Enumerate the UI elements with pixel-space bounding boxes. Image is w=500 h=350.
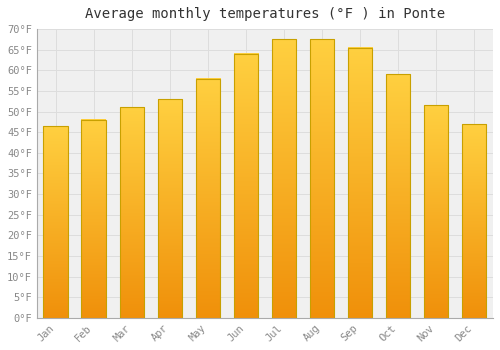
Bar <box>44 126 68 318</box>
Bar <box>386 75 410 318</box>
Bar <box>82 120 106 318</box>
Bar <box>424 105 448 318</box>
Bar <box>310 39 334 318</box>
Bar <box>120 107 144 318</box>
Bar <box>348 48 372 318</box>
Bar <box>234 54 258 318</box>
Bar <box>158 99 182 318</box>
Title: Average monthly temperatures (°F ) in Ponte: Average monthly temperatures (°F ) in Po… <box>85 7 445 21</box>
Bar <box>272 39 296 318</box>
Bar <box>462 124 486 318</box>
Bar <box>196 78 220 318</box>
